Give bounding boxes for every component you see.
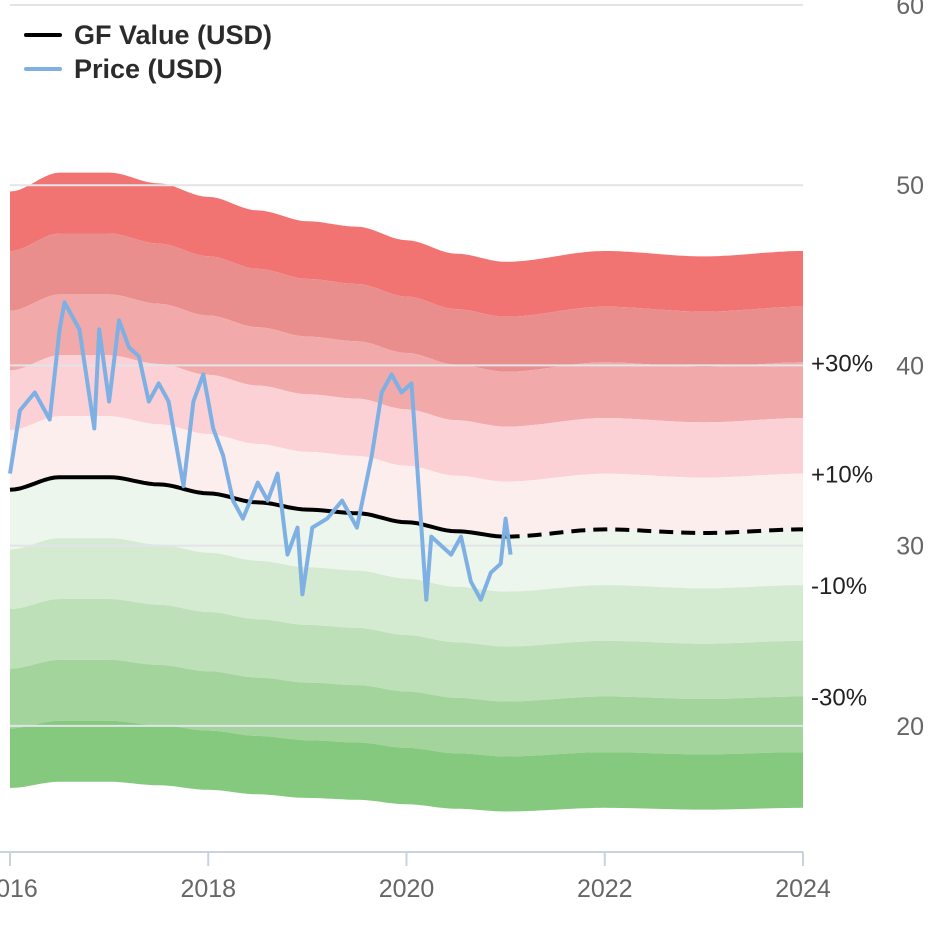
gf-value-forecast-line xyxy=(505,527,803,539)
valuation-band-6 xyxy=(10,477,803,592)
valuation-band-9 xyxy=(10,659,803,757)
y-tick-label-4: 60 xyxy=(896,0,924,20)
x-tick-label-3: 2022 xyxy=(577,875,633,903)
valuation-band-10 xyxy=(10,720,803,812)
x-tick-label-2: 2020 xyxy=(379,875,435,903)
valuation-band-1 xyxy=(10,172,803,317)
valuation-bands xyxy=(10,172,803,812)
legend: GF Value (USD) Price (USD) xyxy=(24,18,272,86)
legend-swatch-gf-value xyxy=(24,33,62,37)
axes xyxy=(0,851,804,866)
legend-item-price[interactable]: Price (USD) xyxy=(24,52,272,86)
band-label-3: -30% xyxy=(811,684,867,711)
valuation-band-4 xyxy=(10,355,803,482)
y-tick-label-1: 30 xyxy=(896,533,924,561)
x-tick-label-1: 2018 xyxy=(180,875,236,903)
x-tick-label-4: 2024 xyxy=(775,875,831,903)
tick-and-band-labels: 2016 2018 2020 2022 2024 20 30 40 50 60 +30% +10% -1… xyxy=(0,0,924,903)
valuation-band-2 xyxy=(10,233,803,372)
legend-swatch-price xyxy=(24,67,62,71)
band-label-2: -10% xyxy=(811,573,867,600)
valuation-band-7 xyxy=(10,538,803,647)
band-label-1: +10% xyxy=(811,462,873,489)
price-line xyxy=(8,300,513,602)
y-tick-label-2: 40 xyxy=(896,352,924,380)
y-tick-label-3: 50 xyxy=(896,172,924,200)
x-tick-label-0: 2016 xyxy=(0,875,38,903)
valuation-band-3 xyxy=(10,294,803,427)
y-tick-label-0: 20 xyxy=(896,713,924,741)
legend-label-price: Price (USD) xyxy=(74,53,223,84)
valuation-band-8 xyxy=(10,599,803,702)
series-lines xyxy=(8,300,803,602)
legend-label-gf-value: GF Value (USD) xyxy=(74,19,273,50)
band-label-0: +30% xyxy=(811,350,873,377)
valuation-band-5 xyxy=(10,416,803,537)
legend-item-gf-value[interactable]: GF Value (USD) xyxy=(24,18,272,52)
